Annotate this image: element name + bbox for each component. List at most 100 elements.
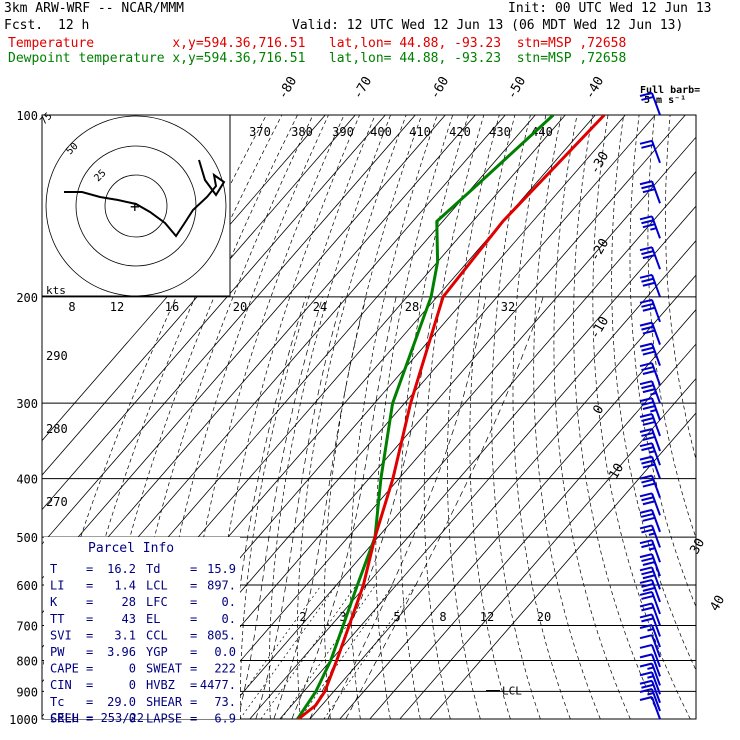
speed-scale-label: 20: [233, 300, 247, 314]
dry-adiabat-label: 290: [46, 349, 68, 363]
speed-scale-label: 28: [405, 300, 419, 314]
pressure-label: 300: [16, 397, 38, 411]
dry-adiabat: [592, 115, 691, 719]
wind-barb: [639, 92, 661, 116]
model-title: 3km ARW-WRF -- NCAR/MMM: [4, 1, 185, 16]
isotherm-label: -50: [504, 74, 529, 102]
speed-scale-label: 12: [110, 300, 124, 314]
parcel-value: 0.: [222, 595, 236, 609]
dry-adiabat: [512, 115, 571, 719]
svg-text:=: =: [190, 595, 197, 609]
parcel-info-row: SVI = 3.1 CCL = 805.: [50, 628, 236, 642]
wind-barb: [639, 428, 661, 452]
hodograph-ring: [104, 174, 168, 238]
moist-adiabat: [309, 296, 436, 719]
dry-adiabat: [533, 115, 601, 719]
parcel-info-row: TT = 43 EL = 0.: [50, 612, 236, 626]
isotherm-line: [42, 115, 326, 442]
dry-adiabat: [469, 115, 516, 719]
isotherm-line: [309, 274, 696, 719]
parcel-value: 29.0: [107, 695, 136, 709]
dry-adiabat: [296, 115, 407, 719]
isotherm-line: [399, 377, 696, 719]
parcel-info-row: CIN = 0 HVBZ = 4477.: [50, 678, 236, 692]
parcel-key: PW: [50, 645, 65, 659]
hodograph-center: +: [130, 197, 140, 216]
dry-adiabat: [423, 115, 485, 719]
parcel-key: LI: [50, 579, 64, 593]
parcel-value: 3.1: [114, 628, 136, 642]
svg-text:=: =: [190, 678, 197, 692]
wind-barb: [639, 215, 661, 239]
wind-barb: [639, 380, 661, 404]
wind-barb: [639, 624, 661, 648]
speed-scale-label: 24: [313, 300, 327, 314]
svg-text:=: =: [190, 579, 197, 593]
wind-barb: [639, 602, 661, 626]
parcel-info-box: Parcel Info T = 16.2 Td = 15.9 LI = 1.4 LCL = 897. K =…: [44, 537, 240, 725]
dry-adiabat-label: 270: [46, 495, 68, 509]
dry-adiabat: [553, 115, 631, 719]
parcel-key: Td: [146, 562, 160, 576]
isotherm-line: [42, 115, 386, 511]
mixing-ratio-label: 8: [439, 610, 446, 624]
mixing-ratio-label: 2: [299, 610, 306, 624]
parcel-key: EL: [146, 612, 160, 626]
pressure-label: 900: [16, 685, 38, 699]
wind-barb: [639, 671, 661, 695]
parcel-key: TT: [50, 612, 64, 626]
mixing-ratio-line: [223, 584, 322, 719]
moist-adiabat: [345, 296, 544, 719]
pressure-label: 800: [16, 654, 38, 668]
moist-adiabat: [273, 296, 367, 719]
pressure-label: 700: [16, 619, 38, 633]
wind-barb: [639, 139, 661, 164]
wind-barb: [639, 298, 661, 323]
wind-barb: [639, 321, 661, 345]
isotherm-line: [279, 240, 696, 719]
wind-barb: [639, 566, 661, 590]
parcel-key: YGP: [146, 645, 168, 659]
parcel-key: K: [50, 595, 58, 609]
wind-barb: [639, 553, 661, 577]
wind-barb: [639, 539, 661, 563]
parcel-value: 15.9: [207, 562, 236, 576]
svg-text:=: =: [190, 711, 197, 725]
svg-text:=: =: [190, 662, 197, 676]
parcel-value: 0.: [222, 612, 236, 626]
parcel-key: SHEAR: [146, 695, 183, 709]
parcel-key: LAPSE: [146, 711, 182, 725]
wind-barbs: [639, 92, 661, 720]
temperature-legend: Temperature x,y=594.36,716.51 lat,lon= 4…: [8, 36, 627, 51]
mixing-ratio-line: [281, 584, 376, 719]
full-barb-units: 5 m s⁻¹: [644, 95, 686, 106]
full-barb-label: Full barb=: [640, 85, 700, 96]
parcel-key: T: [50, 562, 57, 576]
isotherm-label: 40: [707, 593, 728, 614]
mixing-ratio-label: 20: [537, 610, 551, 624]
wind-barb: [639, 508, 661, 533]
moist-adiabat: [327, 296, 487, 719]
parcel-key: CCL: [146, 628, 168, 642]
svg-text:=: =: [190, 695, 197, 709]
wind-barb: [639, 474, 661, 498]
isotherm-line: [339, 308, 696, 719]
parcel-value: 3.96: [107, 645, 136, 659]
parcel-value: 28: [122, 595, 136, 609]
svg-text:=: =: [190, 612, 197, 626]
parcel-value: 897.: [207, 579, 236, 593]
forecast-value: 12 h: [58, 18, 90, 33]
isotherm-label: -60: [427, 74, 452, 102]
isotherm-label: 10: [606, 461, 627, 482]
wind-barb: [639, 696, 661, 720]
theta-label: 380: [291, 125, 313, 139]
pressure-label: 1000: [9, 713, 38, 727]
hodograph-trace: [64, 159, 226, 238]
svg-text:=: =: [86, 595, 93, 609]
wind-barb: [639, 662, 661, 686]
isotherm-line: [219, 171, 696, 719]
isotherm-label: -10: [587, 314, 612, 342]
wind-barb: [639, 442, 661, 466]
wind-barb: [639, 362, 661, 386]
